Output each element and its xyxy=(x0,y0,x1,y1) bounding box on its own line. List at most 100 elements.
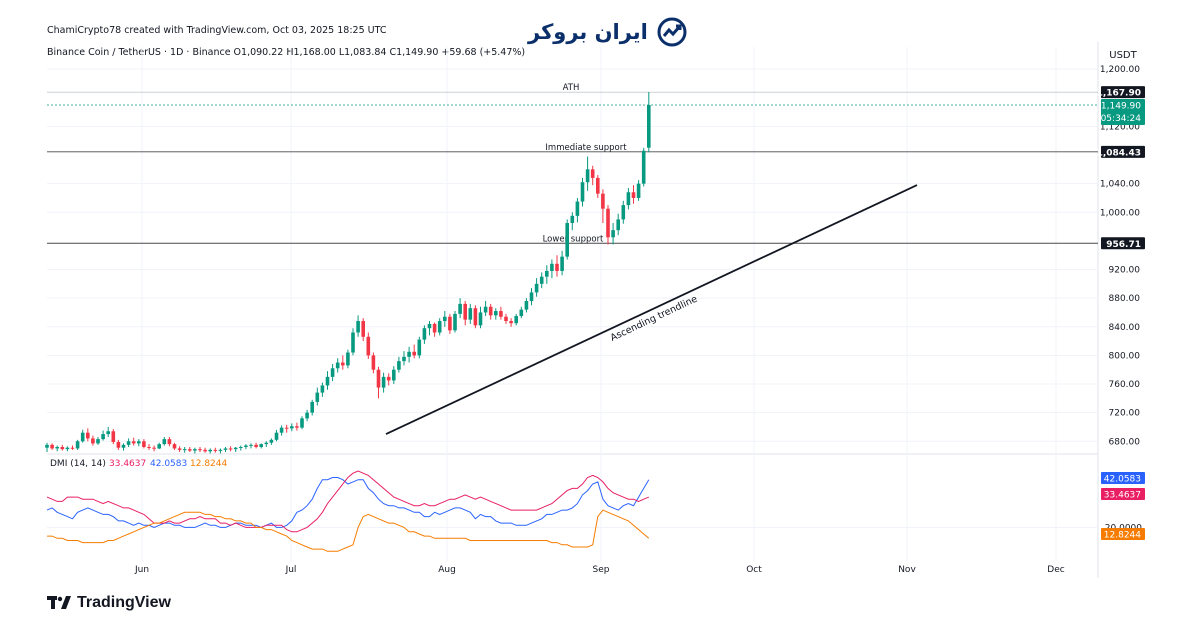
candle-body xyxy=(529,292,534,302)
candle xyxy=(55,445,59,452)
candle-body xyxy=(601,193,605,209)
candle xyxy=(371,352,376,374)
candle xyxy=(412,344,416,359)
dmi-title: DMI (14, 14) xyxy=(50,459,106,469)
candle xyxy=(167,436,172,447)
candle-body xyxy=(636,183,641,198)
price-axis: 1,200.00 1,120.00 1,040.00 1,000.00 920.00 88… xyxy=(1100,65,1140,447)
candle xyxy=(320,382,325,397)
candle xyxy=(636,180,641,201)
candle xyxy=(325,371,330,390)
candle xyxy=(601,189,605,224)
level-label: Immediate support xyxy=(545,143,627,153)
candle xyxy=(397,356,401,373)
candle xyxy=(228,446,233,452)
candle xyxy=(626,187,631,210)
candle-body xyxy=(376,369,381,388)
time-axis: Jun Jul Aug Sep Oct Nov Dec xyxy=(134,565,1065,575)
candle-body xyxy=(539,276,544,284)
candle xyxy=(555,255,559,277)
candle-body xyxy=(381,376,386,388)
time-tick-label: Aug xyxy=(438,565,456,575)
candle xyxy=(218,448,223,454)
di-plus-line xyxy=(46,477,650,528)
candle xyxy=(131,437,136,446)
time-tick-label: Sep xyxy=(593,565,610,575)
candle-body xyxy=(494,311,498,316)
candle-body xyxy=(244,445,248,447)
candle-body xyxy=(565,223,569,257)
candle xyxy=(529,288,534,306)
last-price-box xyxy=(1101,99,1145,126)
tradingview-brand: TradingView xyxy=(77,594,171,611)
candle-body xyxy=(621,205,626,220)
price-tick-label: 840.00 xyxy=(1109,323,1141,333)
candle-body xyxy=(55,446,59,449)
candle xyxy=(254,442,258,449)
candle xyxy=(524,298,529,313)
level-price-box xyxy=(1101,237,1145,250)
candle-body xyxy=(193,449,197,451)
candle xyxy=(182,446,187,453)
candle xyxy=(295,422,299,431)
candle-body xyxy=(284,427,289,429)
level-price-label: 1,167.90 xyxy=(1097,89,1141,99)
level-price-label: 1,084.43 xyxy=(1097,148,1141,158)
candle xyxy=(111,429,116,445)
candle-body xyxy=(371,355,376,370)
candle-body xyxy=(402,356,406,362)
candle-body xyxy=(407,351,411,357)
di-plus-value-label: 42.0583 xyxy=(1104,475,1141,485)
candle-body xyxy=(315,392,320,402)
candle-body xyxy=(504,316,508,322)
candle xyxy=(310,399,314,416)
candle-body xyxy=(641,150,646,184)
candle xyxy=(616,213,620,236)
price-grid xyxy=(47,42,1099,578)
candle xyxy=(386,373,391,386)
candle xyxy=(560,250,564,276)
time-tick-label: Jul xyxy=(285,565,297,575)
candle-body xyxy=(80,432,85,442)
candle-body xyxy=(570,215,575,224)
candle xyxy=(152,445,156,452)
candle xyxy=(233,446,238,452)
candle xyxy=(514,313,518,326)
candle xyxy=(417,336,422,359)
candle-body xyxy=(346,352,350,366)
candle-body xyxy=(157,444,161,449)
candle xyxy=(580,177,585,207)
price-tick-label: 880.00 xyxy=(1109,294,1141,304)
candle xyxy=(157,442,161,450)
candle xyxy=(611,223,615,245)
candle-body xyxy=(330,368,335,377)
candle xyxy=(519,306,524,319)
candle-body xyxy=(116,441,121,448)
candle xyxy=(96,436,100,445)
dmi-minus-value: 33.4637 xyxy=(109,459,146,469)
candle-body xyxy=(647,105,651,148)
candle xyxy=(65,446,70,452)
candle-body xyxy=(356,321,360,333)
candle xyxy=(330,363,335,382)
candle-body xyxy=(233,447,238,450)
candle-body xyxy=(300,418,304,428)
candle-body xyxy=(488,306,493,316)
candle-body xyxy=(534,283,539,293)
trendline-line xyxy=(385,184,918,435)
candle-body xyxy=(86,432,90,439)
candle-body xyxy=(427,323,432,329)
candle-body xyxy=(468,308,473,320)
tradingview-logo-icon xyxy=(47,596,71,609)
candle-body xyxy=(254,444,258,447)
candle xyxy=(463,301,467,326)
candle-body xyxy=(473,308,478,326)
candle-body xyxy=(325,376,330,386)
time-tick-label: Nov xyxy=(898,565,916,575)
candle-body xyxy=(616,219,620,231)
candle xyxy=(259,443,263,449)
candle xyxy=(407,346,411,363)
price-labels: 1,167.90 1,084.43 956.71 1,149.90 05:34:24 xyxy=(1097,86,1145,250)
candle-body xyxy=(65,447,70,450)
